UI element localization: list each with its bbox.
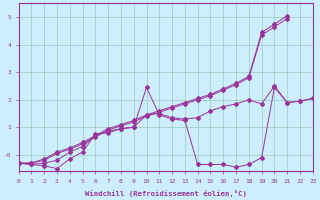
X-axis label: Windchill (Refroidissement éolien,°C): Windchill (Refroidissement éolien,°C): [85, 190, 247, 197]
